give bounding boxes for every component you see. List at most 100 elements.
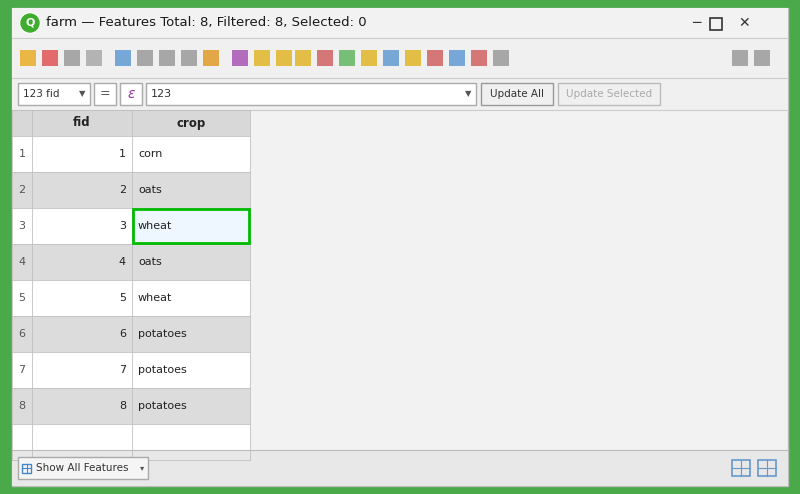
Bar — [12, 8, 788, 38]
Bar — [32, 280, 132, 316]
Circle shape — [21, 14, 39, 32]
Text: =: = — [100, 87, 110, 100]
Text: 123 fid: 123 fid — [23, 89, 59, 99]
Text: Q: Q — [26, 18, 34, 28]
Text: potatoes: potatoes — [138, 329, 186, 339]
Bar — [732, 50, 748, 66]
Bar — [471, 50, 487, 66]
Bar — [317, 50, 333, 66]
Text: 6: 6 — [18, 329, 26, 339]
Bar — [132, 208, 250, 244]
Bar — [758, 460, 776, 476]
Text: ε: ε — [127, 87, 134, 101]
Bar — [232, 50, 248, 66]
Bar — [133, 209, 249, 243]
Text: 4: 4 — [119, 257, 126, 267]
Text: ▼: ▼ — [78, 89, 86, 98]
Bar — [12, 316, 32, 352]
Text: 7: 7 — [18, 365, 26, 375]
Bar — [20, 50, 36, 66]
Bar — [276, 50, 292, 66]
Bar — [493, 50, 509, 66]
Text: 8: 8 — [18, 401, 26, 411]
Bar — [132, 388, 250, 424]
Text: Update All: Update All — [490, 89, 544, 99]
Text: 6: 6 — [119, 329, 126, 339]
Bar — [181, 50, 197, 66]
Text: 5: 5 — [119, 293, 126, 303]
Bar — [159, 50, 175, 66]
Bar — [12, 388, 32, 424]
Bar — [12, 110, 250, 136]
Text: oats: oats — [138, 185, 162, 195]
Text: farm — Features Total: 8, Filtered: 8, Selected: 0: farm — Features Total: 8, Filtered: 8, S… — [46, 16, 366, 30]
Text: 1: 1 — [18, 149, 26, 159]
Text: fid: fid — [73, 117, 91, 129]
Bar — [481, 83, 553, 105]
Bar — [64, 50, 80, 66]
Text: 3: 3 — [18, 221, 26, 231]
Bar — [132, 280, 250, 316]
Text: Show All Features: Show All Features — [36, 463, 129, 473]
Bar — [22, 464, 31, 473]
Bar — [295, 50, 311, 66]
Bar — [132, 136, 250, 172]
Text: potatoes: potatoes — [138, 365, 186, 375]
Text: corn: corn — [138, 149, 162, 159]
Bar — [32, 172, 132, 208]
Text: ✕: ✕ — [738, 16, 750, 30]
Text: 4: 4 — [18, 257, 26, 267]
Text: oats: oats — [138, 257, 162, 267]
Bar — [32, 136, 132, 172]
Text: 5: 5 — [18, 293, 26, 303]
Bar — [12, 78, 788, 110]
Bar — [254, 50, 270, 66]
Text: 1: 1 — [119, 149, 126, 159]
Text: ▼: ▼ — [465, 89, 471, 98]
Text: 2: 2 — [119, 185, 126, 195]
Text: 8: 8 — [119, 401, 126, 411]
Text: 123: 123 — [151, 89, 172, 99]
Bar — [12, 424, 250, 460]
Bar — [18, 83, 90, 105]
Bar — [754, 50, 770, 66]
Bar — [12, 352, 32, 388]
Text: wheat: wheat — [138, 221, 172, 231]
Bar — [449, 50, 465, 66]
Bar — [339, 50, 355, 66]
Text: potatoes: potatoes — [138, 401, 186, 411]
Bar — [94, 83, 116, 105]
Bar — [32, 208, 132, 244]
Bar — [137, 50, 153, 66]
Text: 2: 2 — [18, 185, 26, 195]
Bar — [132, 172, 250, 208]
Bar — [203, 50, 219, 66]
Bar — [427, 50, 443, 66]
Circle shape — [20, 13, 40, 33]
Bar — [710, 18, 722, 30]
Bar — [383, 50, 399, 66]
Bar — [12, 208, 32, 244]
Bar — [32, 388, 132, 424]
Text: ▾: ▾ — [140, 463, 144, 472]
Bar — [12, 450, 788, 486]
Text: wheat: wheat — [138, 293, 172, 303]
Bar — [732, 460, 750, 476]
Bar — [146, 83, 476, 105]
Bar — [132, 316, 250, 352]
Bar — [42, 50, 58, 66]
Text: crop: crop — [176, 117, 206, 129]
Bar — [12, 244, 32, 280]
Bar — [12, 280, 32, 316]
Bar — [32, 352, 132, 388]
Text: Update Selected: Update Selected — [566, 89, 652, 99]
Bar — [120, 83, 142, 105]
Bar — [132, 244, 250, 280]
Bar — [18, 457, 148, 479]
Bar — [558, 83, 660, 105]
Bar — [405, 50, 421, 66]
Text: 3: 3 — [119, 221, 126, 231]
Bar — [132, 352, 250, 388]
Bar — [361, 50, 377, 66]
Bar — [86, 50, 102, 66]
